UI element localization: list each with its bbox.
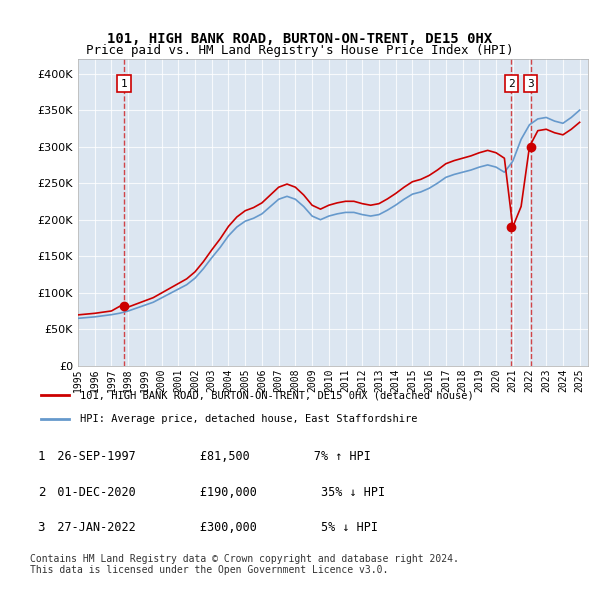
Text: 101, HIGH BANK ROAD, BURTON-ON-TRENT, DE15 0HX (detached house): 101, HIGH BANK ROAD, BURTON-ON-TRENT, DE… — [80, 391, 473, 401]
Text: 1: 1 — [121, 78, 127, 88]
Text: 3: 3 — [527, 78, 534, 88]
Text: 2: 2 — [38, 486, 45, 499]
Text: Contains HM Land Registry data © Crown copyright and database right 2024.
This d: Contains HM Land Registry data © Crown c… — [30, 553, 459, 575]
Text: 01-DEC-2020         £190,000         35% ↓ HPI: 01-DEC-2020 £190,000 35% ↓ HPI — [36, 486, 385, 499]
Text: HPI: Average price, detached house, East Staffordshire: HPI: Average price, detached house, East… — [80, 414, 417, 424]
Text: Price paid vs. HM Land Registry's House Price Index (HPI): Price paid vs. HM Land Registry's House … — [86, 44, 514, 57]
Text: 27-JAN-2022         £300,000         5% ↓ HPI: 27-JAN-2022 £300,000 5% ↓ HPI — [36, 521, 378, 534]
Text: 3: 3 — [38, 521, 45, 534]
Text: 1: 1 — [38, 450, 45, 463]
Text: 2: 2 — [508, 78, 515, 88]
Text: 101, HIGH BANK ROAD, BURTON-ON-TRENT, DE15 0HX: 101, HIGH BANK ROAD, BURTON-ON-TRENT, DE… — [107, 32, 493, 47]
Text: 26-SEP-1997         £81,500         7% ↑ HPI: 26-SEP-1997 £81,500 7% ↑ HPI — [36, 450, 371, 463]
